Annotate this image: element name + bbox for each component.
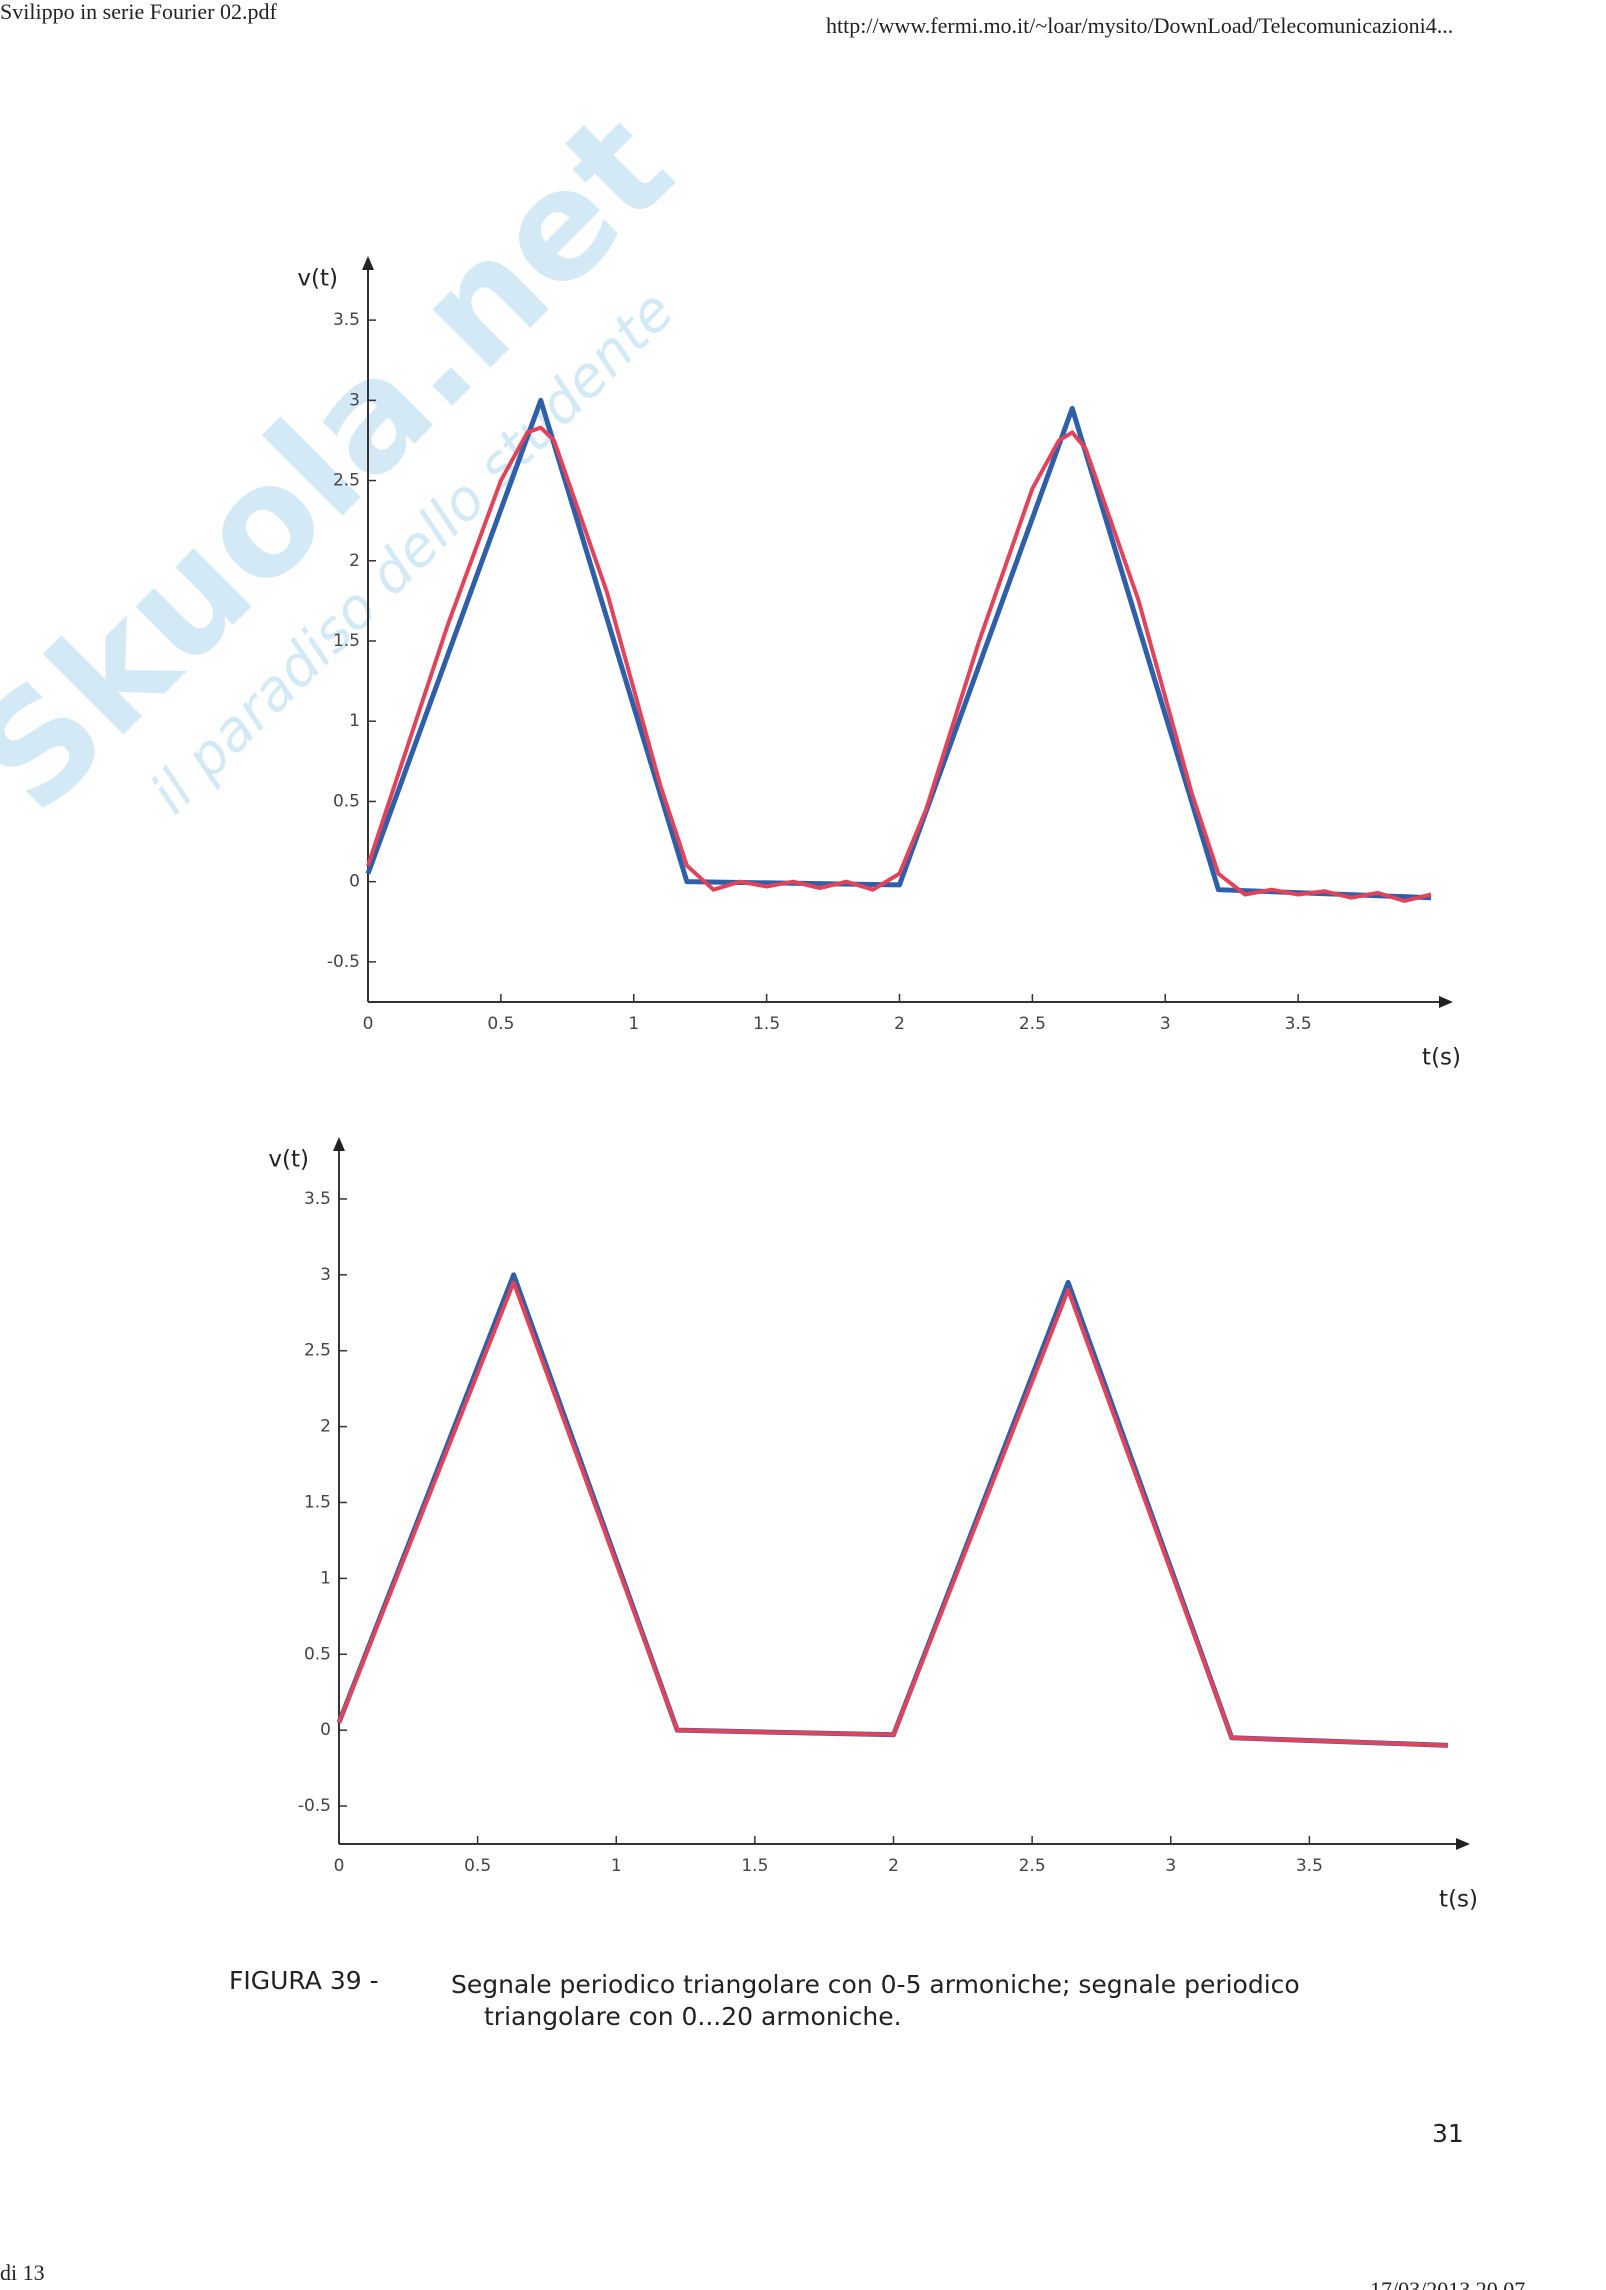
x-tick-label: 2.5 [1019, 1014, 1046, 1034]
y-tick-label: 3 [349, 390, 360, 410]
y-tick-label: 1 [349, 711, 360, 731]
x-tick-label: 1 [628, 1014, 639, 1034]
x-tick-label: 2 [888, 1856, 899, 1876]
y-tick-label: 1 [320, 1568, 331, 1588]
footer-left: di 13 [0, 2260, 45, 2285]
y-tick-label: -0.5 [327, 952, 360, 972]
y-tick-label: 0.5 [304, 1644, 331, 1664]
y-tick-label: 2 [349, 551, 360, 571]
y-tick-label: 3.5 [304, 1189, 331, 1209]
x-tick-label: 1 [611, 1856, 622, 1876]
y-tick-label: 0 [349, 872, 360, 892]
x-arrow [1456, 1838, 1470, 1850]
series-line [365, 397, 1432, 901]
x-tick-label: 2.5 [1019, 1856, 1046, 1876]
y-tick-label: 1.5 [333, 631, 360, 651]
y-tick-label: 0 [320, 1720, 331, 1740]
y-axis-label: v(t) [268, 1147, 309, 1173]
x-axis-label: t(s) [1439, 1887, 1478, 1913]
y-tick-label: 1.5 [304, 1493, 331, 1513]
header-left: Svilippo in serie Fourier 02.pdf [0, 0, 277, 24]
x-tick-label: 0.5 [464, 1856, 491, 1876]
x-tick-label: 0.5 [487, 1014, 514, 1034]
x-tick-label: 0 [334, 1856, 345, 1876]
y-tick-label: 3.5 [333, 310, 360, 330]
footer-right: 17/03/2013 20.07 [1370, 2277, 1525, 2290]
series-line [366, 425, 1432, 903]
page-number: 31 [1432, 2119, 1464, 2148]
caption-label: FIGURA 39 - [229, 1966, 379, 1995]
y-tick-label: 2.5 [304, 1341, 331, 1361]
x-tick-label: 1.5 [753, 1014, 780, 1034]
x-tick-label: 0 [363, 1014, 374, 1034]
x-tick-label: 3 [1160, 1014, 1171, 1034]
y-tick-label: 2 [320, 1417, 331, 1437]
x-tick-label: 3.5 [1296, 1856, 1323, 1876]
y-tick-label: 0.5 [333, 791, 360, 811]
series-line [336, 1272, 1449, 1748]
header-right: http://www.fermi.mo.it/~loar/mysito/Down… [826, 13, 1453, 38]
x-axis-label: t(s) [1422, 1045, 1461, 1071]
y-arrow [362, 256, 374, 270]
y-tick-label: 3 [320, 1265, 331, 1285]
x-arrow [1439, 996, 1453, 1008]
x-tick-label: 1.5 [741, 1856, 768, 1876]
y-tick-label: 2.5 [333, 471, 360, 491]
x-tick-label: 2 [894, 1014, 905, 1034]
caption-line1: Segnale periodico triangolare con 0-5 ar… [451, 1970, 1300, 1999]
caption-line2: triangolare con 0...20 armoniche. [484, 2002, 902, 2031]
y-tick-label: -0.5 [298, 1796, 331, 1816]
x-tick-label: 3.5 [1285, 1014, 1312, 1034]
watermark: Skuola.net il paradiso dello studente [0, 81, 705, 846]
y-axis-label: v(t) [297, 266, 338, 292]
x-tick-label: 3 [1165, 1856, 1176, 1876]
y-arrow [333, 1137, 345, 1151]
series-line [337, 1280, 1449, 1748]
